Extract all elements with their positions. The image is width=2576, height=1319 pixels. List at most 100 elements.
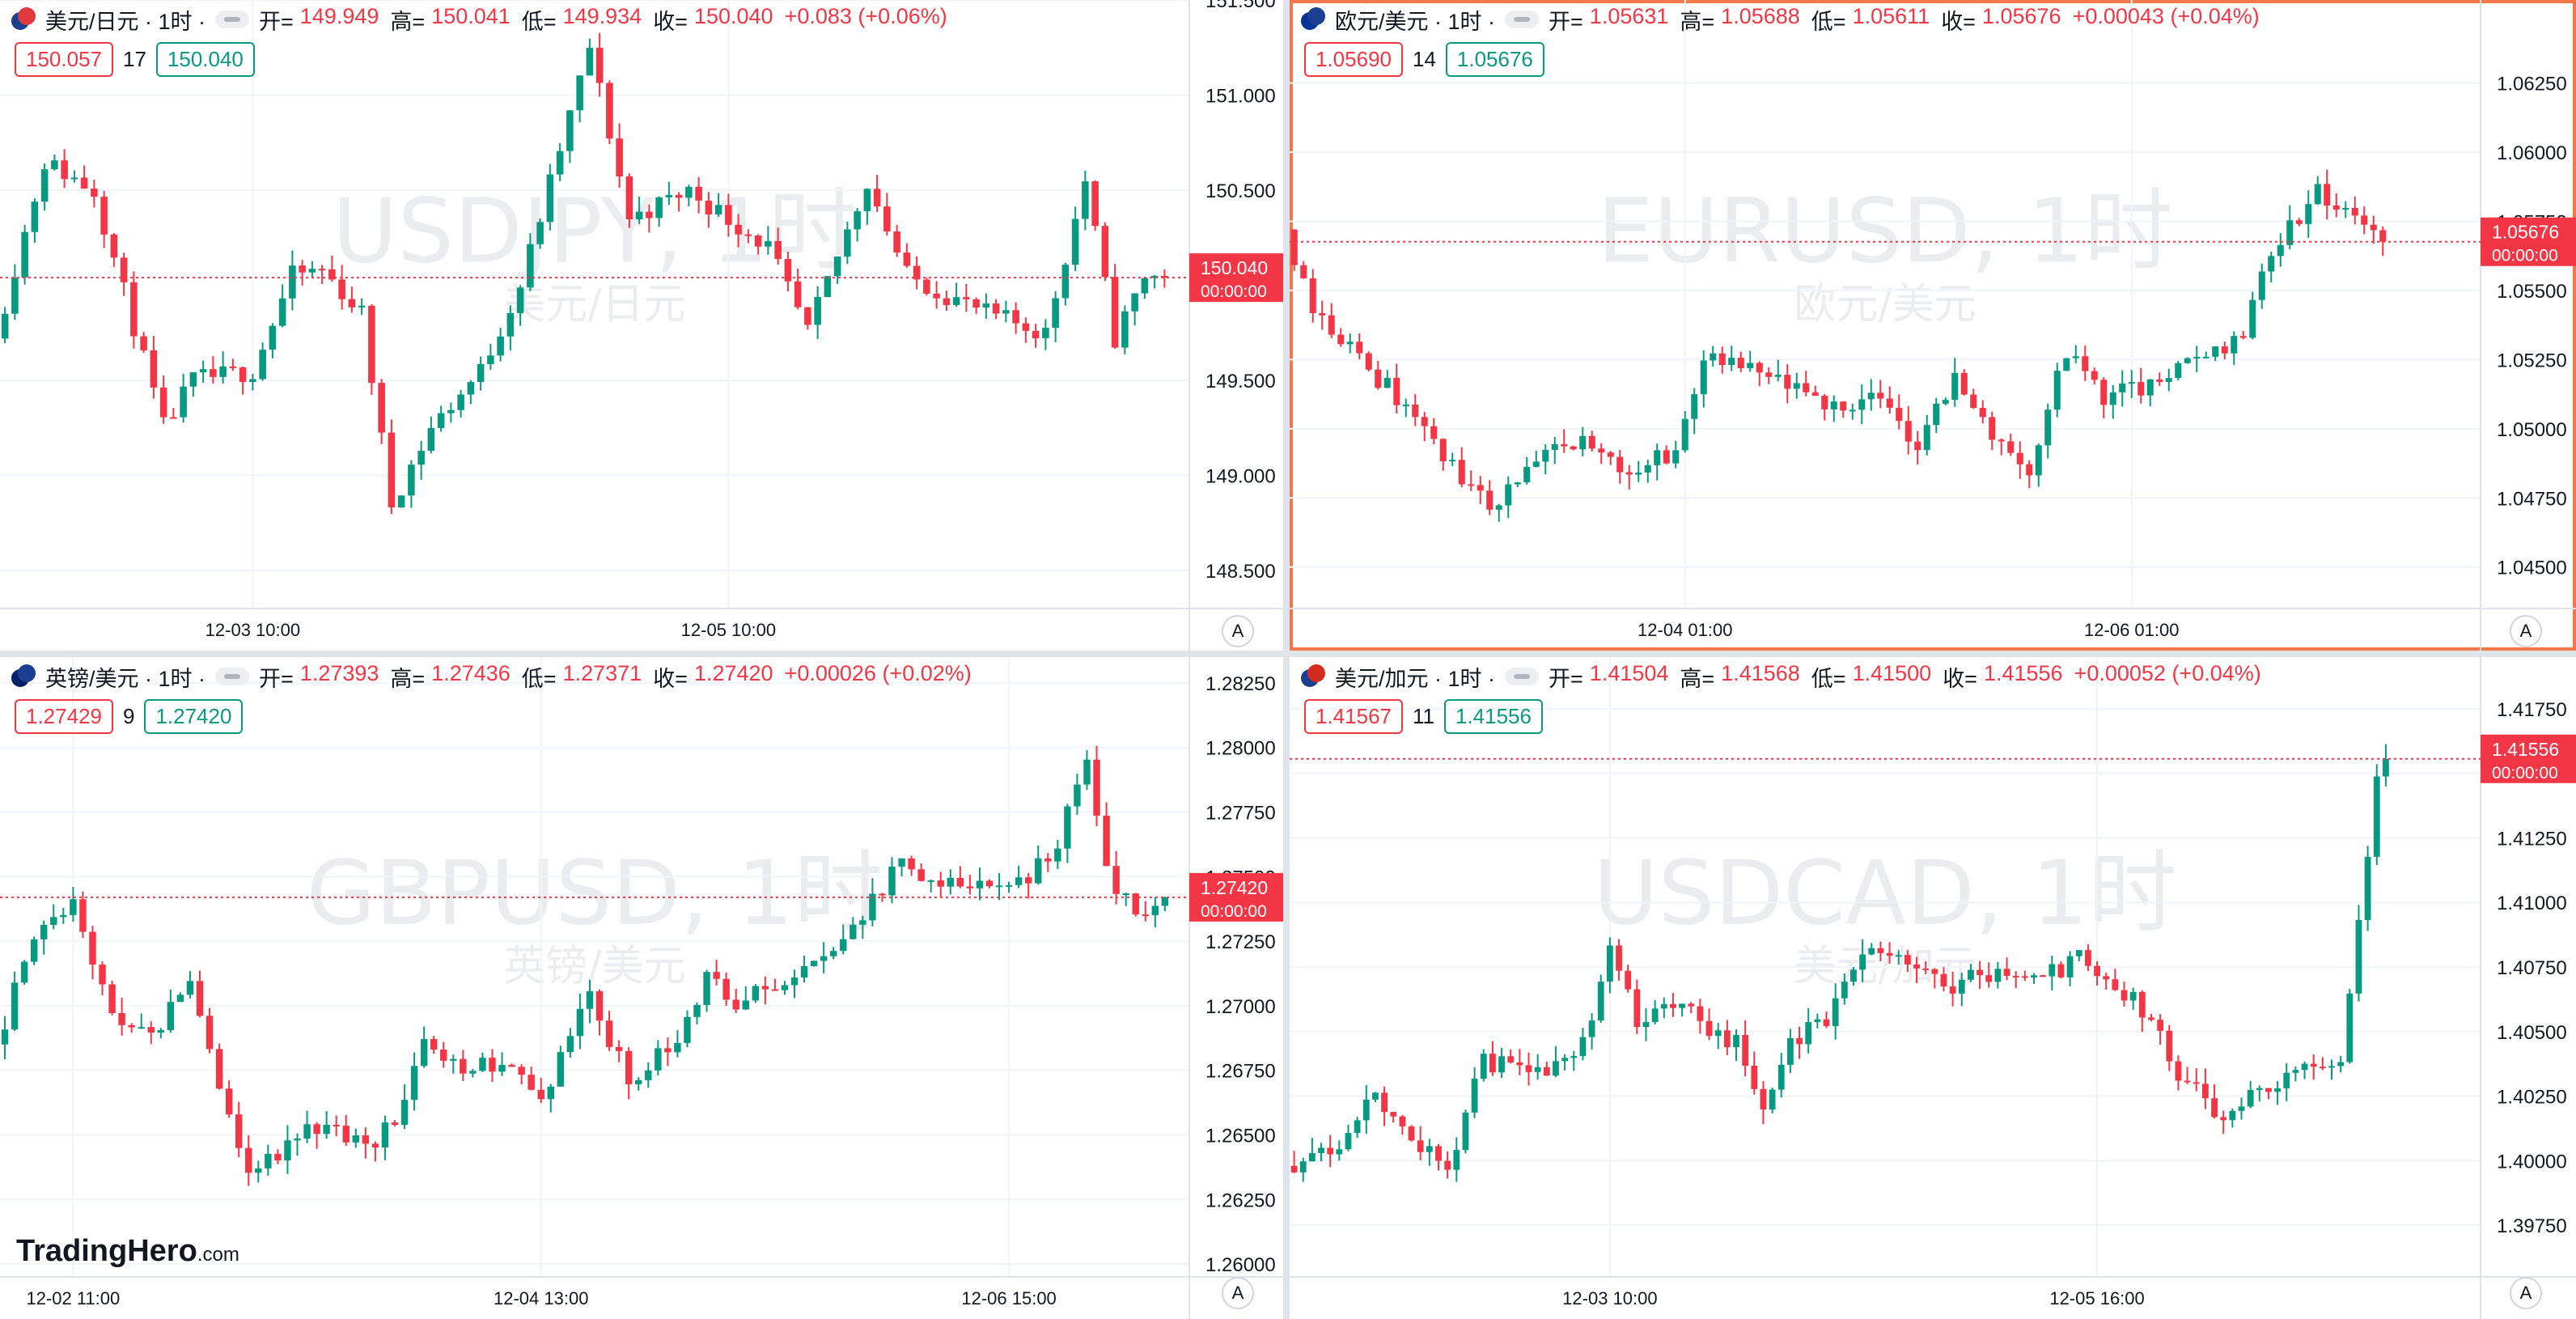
candle-body [2332, 206, 2340, 210]
spread-value: 9 [122, 704, 135, 728]
ohlc-values: 开= 1.41504 高= 1.41568 低= 1.41500 收= 1.41556 … [1549, 660, 2261, 691]
candle-body [1151, 905, 1159, 915]
candle-body [2016, 452, 2023, 464]
bid-ask: 1.05690 14 1.05676 [1304, 42, 1544, 77]
candle-body [460, 1058, 467, 1074]
candle-body [1774, 375, 1782, 377]
candle-body [605, 1020, 613, 1047]
chart-panel-usdcad[interactable]: USDCAD, 1时美元/加元1.417501.415001.412501.41… [1290, 657, 2576, 1319]
auto-scale-button[interactable]: A [1222, 1277, 1254, 1309]
candle-body [635, 1079, 642, 1084]
symbol-title[interactable]: 美元/日元 · 1时 · [45, 9, 206, 34]
candle-body [278, 298, 286, 326]
chart-svg[interactable]: USDCAD, 1时美元/加元1.417501.415001.412501.41… [1290, 657, 2576, 1319]
candle-body [11, 277, 19, 314]
symbol-title[interactable]: 英镑/美元 · 1时 · [45, 666, 206, 691]
candle-body [1616, 456, 1624, 473]
candle-body [1516, 1062, 1523, 1066]
candle-body [937, 880, 944, 887]
candle-body [1923, 425, 1930, 451]
candle-body [1985, 975, 1993, 982]
candle-body [2346, 993, 2354, 1062]
chart-panel-eurusd[interactable]: EURUSD, 1时欧元/美元1.062501.060001.057501.05… [1290, 0, 2576, 651]
sell-price-button[interactable]: 1.05690 [1304, 42, 1403, 77]
chart-svg[interactable]: EURUSD, 1时欧元/美元1.062501.060001.057501.05… [1290, 0, 2576, 651]
candle-body [1886, 952, 1893, 956]
candle-body [1579, 1037, 1587, 1057]
candle-body [771, 989, 779, 991]
candle-body [487, 355, 494, 364]
candle-body [1042, 328, 1049, 339]
candle-body [2202, 356, 2210, 358]
symbol-title[interactable]: 美元/加元 · 1时 · [1335, 666, 1496, 691]
chart-panel-gbpusd[interactable]: GBPUSD, 1时 英镑/美元 1.28250 1.28000 1.27750 1.27… [0, 657, 1283, 1319]
candle-body [2268, 256, 2275, 272]
symbol-title[interactable]: 欧元/美元 · 1时 · [1335, 9, 1496, 34]
candle-body [2351, 207, 2358, 216]
candle-body [966, 886, 974, 889]
candle-body [239, 367, 247, 383]
buy-price-button[interactable]: 150.040 [155, 42, 255, 77]
buy-price-button[interactable]: 1.41556 [1443, 699, 1543, 734]
candle-body [1435, 1146, 1442, 1161]
candle-body [742, 1000, 749, 1010]
candle-body [1765, 372, 1773, 377]
candle-body [1514, 482, 1521, 485]
candle-body [1747, 363, 1754, 368]
collapse-legend-icon[interactable] [215, 668, 250, 685]
candle-body [2314, 184, 2321, 205]
buy-price-button[interactable]: 1.05676 [1445, 42, 1544, 77]
candle-body [147, 1027, 155, 1033]
candle-body [333, 1124, 340, 1126]
candle-body [908, 858, 915, 870]
candle-body [893, 231, 900, 253]
candle-body [1439, 439, 1447, 461]
candle-body [516, 287, 524, 313]
collapse-legend-icon[interactable] [215, 11, 250, 28]
candle-body [1942, 400, 1949, 404]
candle-body [1697, 1006, 1704, 1021]
sell-price-button[interactable]: 150.057 [15, 42, 113, 77]
chart-panel-usdjpy[interactable]: USDJPY, 1时 美元/日元 151.500 151.000 150.500 149.… [0, 0, 1283, 651]
candle-body [1071, 218, 1079, 265]
candle-body [2148, 1017, 2154, 1020]
y-tick-label: 1.40750 [2497, 957, 2567, 979]
candle-body [1393, 378, 1400, 405]
candle-body [917, 869, 925, 881]
auto-scale-button[interactable]: A [2510, 615, 2542, 647]
candle-body [259, 350, 266, 380]
auto-scale-button[interactable]: A [1222, 615, 1254, 647]
candle-body [1015, 877, 1023, 885]
collapse-legend-icon[interactable] [1505, 668, 1540, 685]
candle-body [303, 1124, 311, 1139]
candle-body [1570, 1056, 1578, 1058]
candle-body [2274, 1088, 2281, 1092]
y-tick-label: 1.40000 [2497, 1151, 2567, 1173]
watermark-symbol: EURUSD, 1时 [1597, 179, 2172, 282]
sell-price-button[interactable]: 1.41567 [1304, 699, 1403, 734]
candle-body [2156, 379, 2163, 382]
collapse-legend-icon[interactable] [1505, 11, 1540, 28]
candle-body [1796, 1038, 1803, 1045]
candle-body [1814, 1019, 1821, 1023]
candle-body [1714, 1030, 1722, 1037]
sell-price-button[interactable]: 1.27429 [15, 699, 113, 734]
candle-body [1468, 484, 1475, 486]
candle-body [391, 1122, 399, 1126]
candle-body [527, 244, 534, 288]
countdown-label: 00:00:00 [2492, 247, 2558, 265]
candle-body [1480, 1054, 1487, 1079]
y-tick-label: 1.26500 [1205, 1125, 1276, 1147]
candle-body [186, 981, 194, 995]
candle-body [1867, 392, 1875, 400]
auto-scale-button[interactable]: A [2510, 1277, 2542, 1309]
buy-price-button[interactable]: 1.27420 [144, 699, 244, 734]
candle-body [1383, 378, 1391, 388]
candle-body [1543, 1067, 1550, 1076]
candle-body [1093, 759, 1100, 816]
candle-body [2040, 975, 2047, 978]
candle-body [229, 366, 237, 368]
candle-body [469, 1071, 477, 1074]
